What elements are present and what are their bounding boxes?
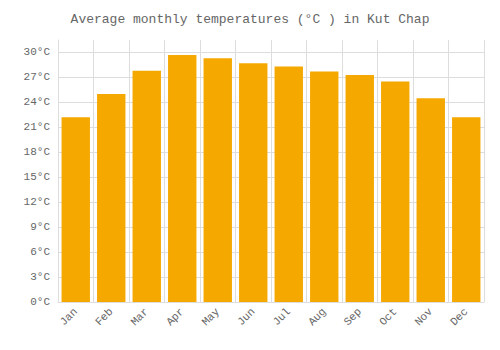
svg-text:May: May xyxy=(200,305,223,328)
svg-text:18°C: 18°C xyxy=(24,146,51,158)
svg-text:24°C: 24°C xyxy=(24,96,51,108)
svg-text:Feb: Feb xyxy=(93,306,115,328)
svg-text:21°C: 21°C xyxy=(24,121,51,133)
svg-text:Jul: Jul xyxy=(271,306,293,328)
svg-text:Mar: Mar xyxy=(129,306,151,328)
svg-text:Aug: Aug xyxy=(306,306,328,328)
svg-text:30°C: 30°C xyxy=(24,46,51,58)
svg-text:12°C: 12°C xyxy=(24,196,51,208)
svg-text:15°C: 15°C xyxy=(24,171,51,183)
svg-text:Jan: Jan xyxy=(58,306,80,328)
svg-text:Jun: Jun xyxy=(235,306,257,328)
svg-text:9°C: 9°C xyxy=(30,221,50,233)
svg-text:Oct: Oct xyxy=(377,306,399,328)
svg-text:Dec: Dec xyxy=(448,306,470,328)
svg-text:Average monthly temperatures (: Average monthly temperatures (°C ) in Ku… xyxy=(71,12,430,27)
svg-text:Nov: Nov xyxy=(413,305,436,328)
svg-text:0°C: 0°C xyxy=(30,296,50,308)
svg-text:Sep: Sep xyxy=(342,306,364,328)
svg-text:Apr: Apr xyxy=(164,306,186,328)
svg-text:3°C: 3°C xyxy=(30,271,50,283)
svg-text:27°C: 27°C xyxy=(24,71,51,83)
svg-text:6°C: 6°C xyxy=(30,246,50,258)
